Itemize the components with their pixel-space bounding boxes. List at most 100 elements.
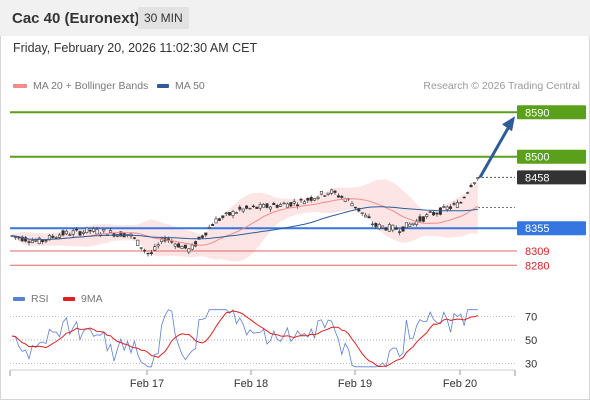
candle [102, 228, 106, 234]
candle-body [200, 235, 204, 238]
candle-body [289, 202, 293, 207]
candle [64, 229, 68, 236]
legend-ma50-label: MA 50 [175, 80, 205, 92]
level-label-8500: 8500 [525, 152, 549, 164]
candle [330, 188, 334, 195]
candle [353, 206, 357, 210]
candle [272, 201, 276, 206]
candle [149, 249, 153, 256]
candle [255, 206, 259, 209]
candle-body [190, 244, 194, 250]
candle-body [24, 237, 28, 242]
legend-9ma: 9MA [63, 293, 103, 305]
candle-body [292, 201, 296, 204]
candle-body [88, 229, 92, 232]
candle [282, 201, 286, 205]
candle-body [54, 237, 58, 239]
candle-body [401, 226, 405, 232]
candle [381, 225, 385, 230]
candle [109, 227, 113, 233]
rsi-swatch [13, 297, 25, 302]
candle-body [428, 211, 432, 213]
candle-body [255, 206, 259, 209]
candle [299, 197, 303, 203]
candle [143, 248, 147, 254]
candle [279, 202, 283, 208]
candle [394, 225, 398, 230]
candle-body [68, 234, 72, 236]
candle-body [472, 182, 476, 184]
candle-body [449, 206, 453, 209]
candle-body [160, 238, 164, 243]
candle-body [221, 215, 225, 218]
candle-body [217, 218, 221, 221]
candle [411, 222, 415, 227]
candle [92, 226, 96, 233]
candle-body [170, 241, 174, 243]
candle [469, 183, 473, 188]
candle-body [71, 230, 75, 235]
x-tick-label: Feb 20 [443, 378, 477, 390]
legend-ma20-label: MA 20 + Bollinger Bands [33, 80, 149, 92]
candle-body [211, 224, 215, 226]
copyright-text: Research © 2026 Trading Central [423, 80, 580, 92]
candle-body [224, 212, 228, 214]
candle-body [466, 192, 470, 194]
candle-body [432, 212, 436, 216]
candle [401, 226, 405, 232]
target-arrow-head [502, 116, 515, 132]
candle-body [272, 203, 276, 206]
rsi-tick-label: 50 [525, 335, 537, 347]
candle-body [58, 234, 62, 238]
candle-body [330, 189, 334, 194]
candle-body [41, 239, 45, 243]
target-arrow-shaft [478, 127, 510, 179]
candle-body [187, 248, 191, 253]
candle [61, 229, 65, 237]
candle [306, 197, 310, 203]
candle [313, 198, 317, 202]
candle-body [319, 190, 323, 195]
legend-rsi-label: RSI [31, 293, 49, 305]
level-label-8309: 8309 [525, 246, 549, 258]
candle-body [183, 244, 187, 249]
candle [265, 203, 269, 209]
candle-body [350, 203, 354, 207]
candle-body [44, 240, 48, 242]
candle-body [102, 229, 106, 232]
candle-body [452, 203, 456, 205]
candle [459, 201, 463, 204]
candle [85, 227, 89, 234]
candle-body [476, 177, 480, 180]
candle [88, 229, 92, 235]
candle-body [78, 231, 82, 236]
timeframe-badge[interactable]: 30 MIN [138, 7, 189, 29]
candle-body [245, 205, 249, 209]
candle-body [81, 231, 85, 234]
candle-body [149, 252, 153, 255]
candle-body [275, 205, 279, 208]
candle [387, 222, 391, 232]
rsi-line [11, 309, 478, 368]
candle [435, 212, 439, 217]
candle-body [177, 243, 181, 248]
candle [476, 177, 480, 181]
candle [211, 223, 215, 226]
candle-body [51, 235, 55, 238]
candle-body [353, 206, 357, 209]
candle-body [143, 249, 147, 252]
candle-body [360, 212, 364, 214]
level-label-8458: 8458 [525, 172, 549, 184]
candle [309, 195, 313, 203]
candle [296, 202, 300, 209]
candle-body [279, 204, 283, 207]
candle [302, 199, 306, 205]
candle [248, 207, 252, 210]
ma9-swatch [63, 297, 75, 302]
candle-body [323, 195, 327, 197]
candle [95, 226, 99, 235]
candle-body [156, 244, 160, 247]
x-tick-label: Feb 17 [130, 378, 164, 390]
candle-body [381, 225, 385, 229]
candle-body [282, 202, 286, 205]
